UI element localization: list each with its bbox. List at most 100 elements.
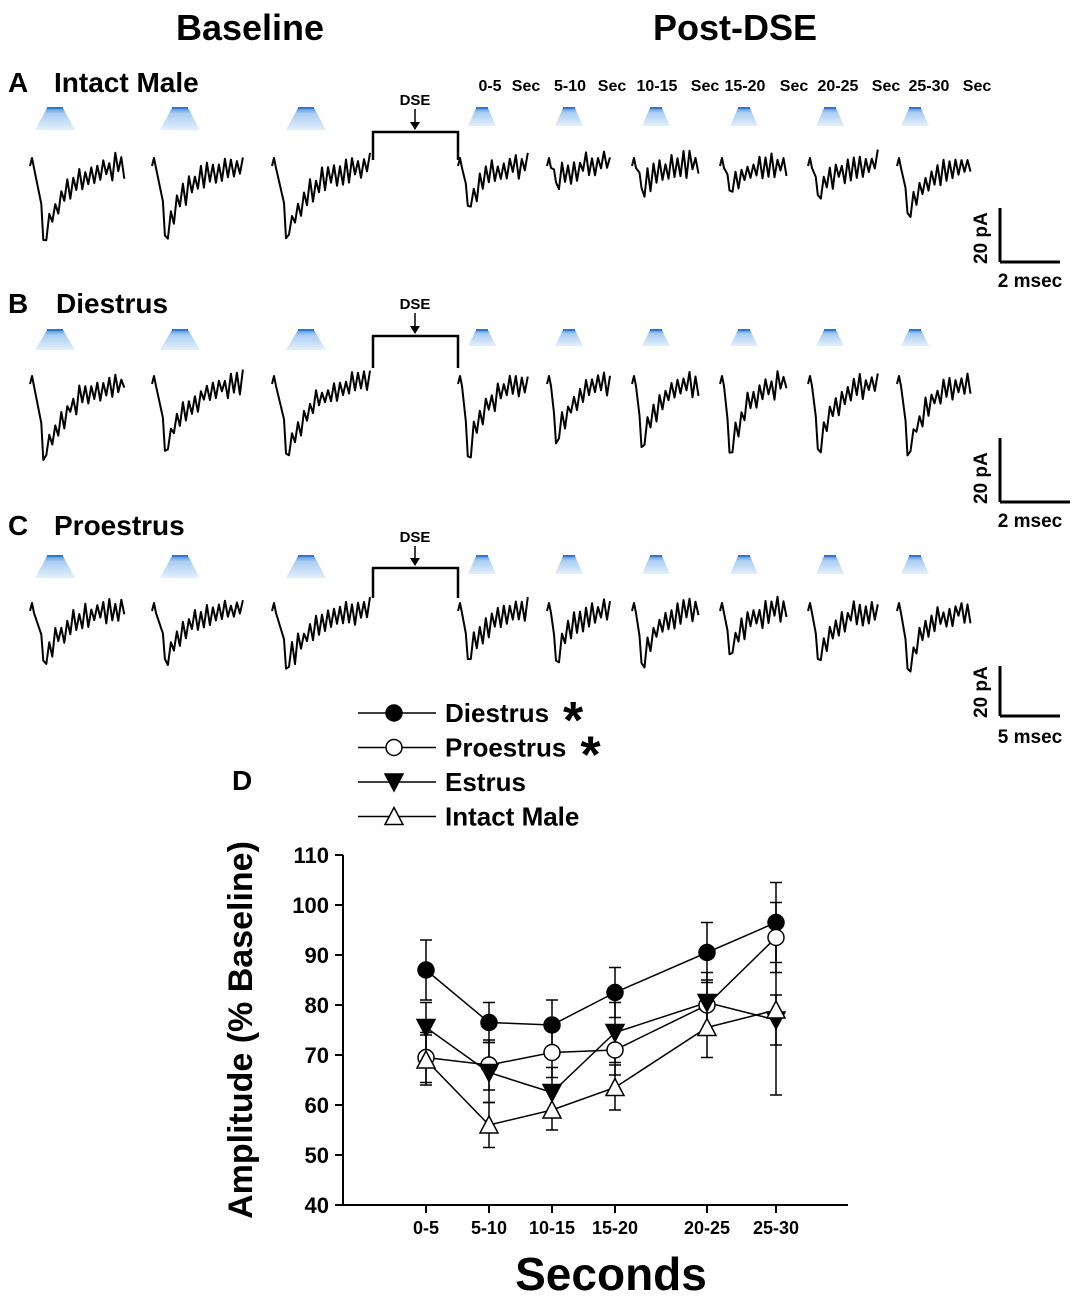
time-range-label: 10-15 xyxy=(637,78,678,95)
panel-letter: A xyxy=(8,67,28,98)
legend-marker xyxy=(385,704,403,722)
data-point xyxy=(606,1041,624,1059)
x-tick-label: 10-15 xyxy=(529,1218,575,1238)
dse-pulse xyxy=(371,334,460,368)
current-trace xyxy=(151,157,244,240)
data-point xyxy=(480,1013,498,1032)
light-stimulus-icon xyxy=(901,330,929,346)
data-point xyxy=(606,983,624,1002)
light-stimulus-icon xyxy=(35,330,75,350)
series-line xyxy=(425,1001,777,1094)
legend-marker xyxy=(383,773,405,793)
current-trace xyxy=(631,149,700,198)
y-tick-label: 60 xyxy=(305,1093,329,1118)
series-line xyxy=(425,921,777,1026)
data-point xyxy=(478,1114,500,1134)
series-estrus xyxy=(420,971,782,1119)
panel-b: B Diestrus DSE 20 pA 2 msec xyxy=(8,288,1070,532)
light-stimuli xyxy=(35,107,929,578)
data-point xyxy=(415,1049,437,1069)
traces-row xyxy=(29,369,972,461)
light-stimulus-icon xyxy=(642,108,670,126)
y-tick-label: 70 xyxy=(305,1043,329,1068)
light-stimulus-icon xyxy=(160,108,200,130)
light-stimulus-icon xyxy=(642,330,670,346)
x-tick-label: 5-10 xyxy=(471,1218,507,1238)
series-line xyxy=(425,936,777,1066)
current-trace xyxy=(457,596,529,660)
data-point xyxy=(767,928,785,947)
light-stimulus-icon xyxy=(468,108,496,126)
data-point xyxy=(543,1016,561,1034)
time-window-labels: 0-5 Sec 5-10 Sec 10-15 Sec 15-20 Sec 20-… xyxy=(478,78,991,95)
header-baseline: Baseline xyxy=(176,7,324,48)
time-unit-label: Sec xyxy=(512,78,541,95)
line-chart: 40 50 60 70 80 90 100 110 0-5 5-10 10-15 15-20 20-25… xyxy=(292,843,848,1238)
y-tick-label: 110 xyxy=(294,843,330,868)
time-range-label: 20-25 xyxy=(818,78,859,95)
time-unit-label: Sec xyxy=(780,78,809,95)
legend-label: Proestrus xyxy=(445,733,566,763)
y-tick-label: 100 xyxy=(292,893,329,918)
current-trace xyxy=(631,597,700,669)
dse-label: DSE xyxy=(400,92,431,109)
data-point xyxy=(417,961,435,979)
data-point xyxy=(415,1018,437,1039)
data-point xyxy=(543,1043,561,1062)
time-range-label: 0-5 xyxy=(478,78,501,95)
light-stimulus-icon xyxy=(555,108,583,126)
panel-letter: D xyxy=(232,765,252,796)
current-trace xyxy=(719,152,788,193)
data-point xyxy=(765,999,787,1019)
current-trace xyxy=(896,372,972,457)
current-trace xyxy=(719,595,788,656)
light-stimulus-icon xyxy=(901,556,929,574)
data-point xyxy=(541,1099,563,1119)
light-stimulus-icon xyxy=(286,108,326,130)
current-trace xyxy=(457,374,529,459)
light-stimulus-icon xyxy=(160,556,200,578)
current-trace xyxy=(546,598,611,664)
light-stimulus-icon xyxy=(286,556,326,578)
current-trace xyxy=(807,149,879,200)
data-point xyxy=(604,1023,626,1044)
light-stimulus-icon xyxy=(555,330,583,346)
data-point xyxy=(767,913,785,932)
traces-row xyxy=(29,149,972,242)
dse-label: DSE xyxy=(400,529,431,546)
light-stimulus-icon xyxy=(730,556,758,574)
y-tick-label: 40 xyxy=(305,1193,329,1218)
scale-bar: 20 pA 2 msec xyxy=(971,438,1070,532)
dse-label: DSE xyxy=(400,296,431,313)
data-point xyxy=(696,1016,718,1037)
scale-bar: 20 pA 5 msec xyxy=(971,666,1063,748)
current-trace xyxy=(896,157,972,218)
current-trace xyxy=(807,600,879,662)
scale-x-label: 5 msec xyxy=(998,727,1063,748)
time-unit-label: Sec xyxy=(963,78,992,95)
header-post-dse: Post-DSE xyxy=(653,7,817,48)
light-stimulus-icon xyxy=(730,330,758,346)
legend-label: Estrus xyxy=(445,767,526,797)
data-point xyxy=(604,1076,626,1097)
scale-x-label: 2 msec xyxy=(998,511,1063,532)
x-tick-label: 0-5 xyxy=(413,1218,439,1238)
light-stimulus-icon xyxy=(642,556,670,574)
series-line xyxy=(425,1009,777,1126)
current-trace xyxy=(546,371,611,445)
panel-title: Proestrus xyxy=(54,510,185,541)
current-trace xyxy=(719,370,788,454)
legend-marker xyxy=(383,805,405,826)
light-stimulus-icon xyxy=(35,108,75,130)
light-stimulus-icon xyxy=(816,108,844,126)
current-trace xyxy=(896,602,972,673)
current-trace xyxy=(271,152,371,240)
dse-pulse xyxy=(371,130,460,160)
current-trace xyxy=(807,373,879,454)
scale-y-label: 20 pA xyxy=(971,666,992,718)
x-tick-label: 20-25 xyxy=(684,1218,730,1238)
scale-y-label: 20 pA xyxy=(971,452,992,504)
y-tick-label: 80 xyxy=(305,993,329,1018)
light-stimulus-icon xyxy=(35,556,75,578)
